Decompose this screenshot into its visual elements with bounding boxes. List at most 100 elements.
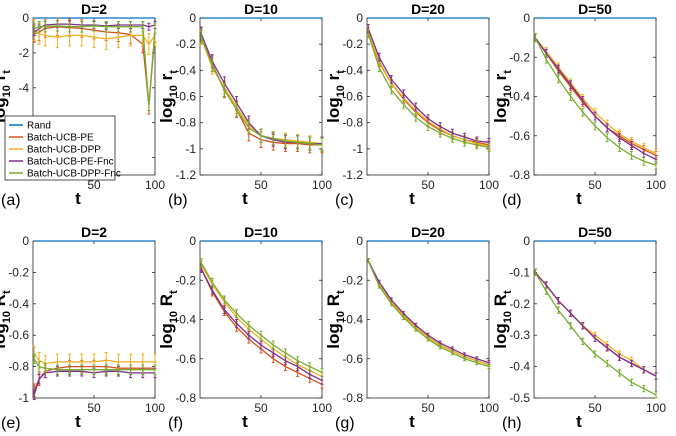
x-tick-label: 100 — [646, 178, 666, 192]
y-tick-label: -0.6 — [509, 129, 530, 143]
y-tick-label: 0 — [356, 234, 363, 248]
y-axis-label-part: t — [1, 290, 13, 294]
x-tick-label: 100 — [145, 401, 165, 415]
y-tick-label: -0.4 — [342, 63, 363, 77]
y-axis-label-part: log — [157, 323, 176, 349]
y-axis-label-part: 10 — [168, 85, 180, 97]
legend: RandBatch-UCB-PEBatch-UCB-DPPBatch-UCB-P… — [4, 115, 121, 181]
x-tick-label: 100 — [479, 178, 499, 192]
y-tick-label: -0.3 — [509, 328, 530, 342]
y-tick-label: -0.5 — [509, 391, 530, 405]
y-tick-label: -0.4 — [509, 360, 530, 374]
plot-area — [533, 17, 657, 176]
y-axis-label-part: t — [502, 70, 514, 74]
panel-title: D=10 — [244, 224, 278, 240]
panel-title: D=10 — [244, 1, 278, 17]
y-tick-label: -0.4 — [342, 313, 363, 327]
panel-label: (e) — [1, 415, 21, 432]
y-tick-label: -4 — [18, 81, 29, 95]
x-axis-label: t — [75, 412, 81, 431]
y-tick-label: -1 — [352, 142, 363, 156]
panel-title: D=2 — [81, 1, 107, 17]
y-axis-label-part: r — [157, 73, 176, 85]
x-axis-label: t — [409, 189, 415, 208]
y-axis-label-part: R — [0, 294, 9, 311]
panel-label: (a) — [1, 192, 21, 209]
legend-entry: Batch-UCB-PE — [27, 133, 94, 144]
y-axis-label: log10 Rt — [324, 290, 347, 349]
panel-title: D=2 — [81, 224, 107, 240]
y-axis-label-part: 10 — [502, 85, 514, 97]
y-tick-label: -0.2 — [175, 273, 196, 287]
y-axis-label-part: 10 — [335, 311, 347, 323]
y-tick-label: -0.4 — [509, 90, 530, 104]
y-tick-label: -0.4 — [8, 297, 29, 311]
y-tick-label: -0.4 — [175, 63, 196, 77]
y-axis-label-part: 10 — [1, 85, 13, 97]
panel-label: (c) — [335, 192, 354, 209]
y-tick-label: -1 — [18, 391, 29, 405]
y-axis-label-part: t — [1, 70, 13, 74]
y-axis-label-part: r — [324, 73, 343, 85]
y-tick-label: -0.8 — [8, 360, 29, 374]
legend-box — [4, 115, 116, 181]
x-tick-label: 100 — [145, 178, 165, 192]
y-axis-label-part: R — [324, 294, 343, 311]
y-tick-label: 0 — [189, 234, 196, 248]
panel-title: D=50 — [578, 224, 612, 240]
y-tick-label: -0.1 — [509, 265, 530, 279]
series-line — [33, 358, 155, 371]
y-tick-label: -0.2 — [175, 37, 196, 51]
y-axis-label-part: R — [491, 294, 510, 311]
legend-entry: Batch-UCB-DPP — [27, 145, 101, 156]
y-tick-label: -1.2 — [342, 168, 363, 182]
y-axis-label-part: r — [0, 73, 9, 85]
y-tick-label: 0 — [523, 234, 530, 248]
y-axis-label-part: 10 — [1, 311, 13, 323]
y-axis-label-part: r — [491, 73, 510, 85]
x-axis-label: t — [242, 412, 248, 431]
y-tick-label: -0.2 — [509, 50, 530, 64]
y-tick-label: 0 — [22, 234, 29, 248]
panel-label: (f) — [168, 415, 183, 432]
x-tick-label: 50 — [588, 401, 602, 415]
y-tick-label: -0.8 — [342, 391, 363, 405]
x-axis-label: t — [409, 412, 415, 431]
y-axis-label-part: t — [168, 290, 180, 294]
y-axis-label: log10 rt — [491, 70, 514, 123]
x-tick-label: 50 — [588, 178, 602, 192]
y-tick-label: -0.6 — [175, 90, 196, 104]
y-tick-label: 0 — [356, 11, 363, 25]
series-line — [33, 370, 155, 396]
panel-label: (d) — [502, 192, 522, 209]
y-axis-label-part: 10 — [168, 311, 180, 323]
x-axis-label: t — [242, 189, 248, 208]
plot-area — [199, 240, 323, 399]
y-axis-label: log10 Rt — [0, 290, 13, 349]
legend-entry: Batch-UCB-PE-Fnc — [27, 157, 114, 168]
panel-label: (g) — [335, 415, 355, 432]
y-tick-label: -0.6 — [342, 352, 363, 366]
y-tick-label: -0.2 — [342, 37, 363, 51]
y-tick-label: -0.8 — [175, 116, 196, 130]
x-tick-label: 50 — [421, 178, 435, 192]
legend-entry: Rand — [27, 121, 51, 132]
y-tick-label: -0.6 — [342, 90, 363, 104]
y-tick-label: -0.2 — [342, 273, 363, 287]
y-tick-label: -0.8 — [342, 116, 363, 130]
x-tick-label: 100 — [312, 401, 332, 415]
x-tick-label: 50 — [87, 178, 101, 192]
plot-area — [366, 240, 490, 399]
y-axis-label-part: 10 — [335, 85, 347, 97]
y-axis-label: log10 Rt — [157, 290, 180, 349]
y-tick-label: 0 — [22, 11, 29, 25]
panel-title: D=20 — [411, 1, 445, 17]
y-axis-label-part: log — [491, 323, 510, 349]
